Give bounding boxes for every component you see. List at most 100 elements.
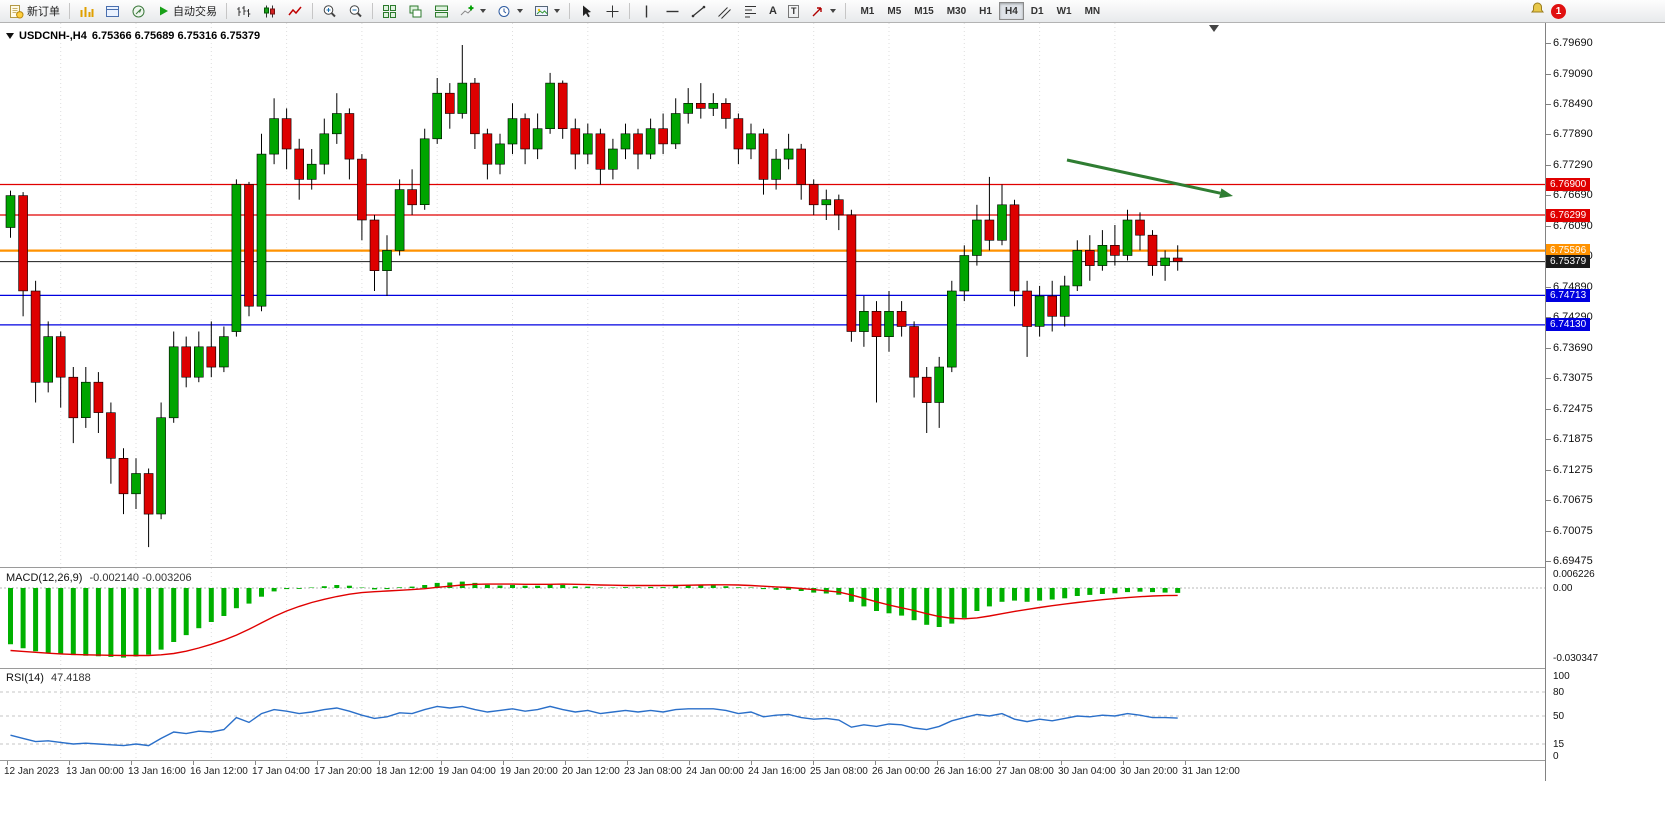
- zoom-in-button[interactable]: [317, 1, 342, 21]
- data-window-icon: [105, 4, 120, 19]
- templates-button[interactable]: [529, 1, 565, 21]
- time-axis-label: 20 Jan 12:00: [562, 761, 620, 777]
- tile-windows-icon: [382, 4, 397, 19]
- market-watch-icon: [79, 4, 94, 19]
- bar-chart-button[interactable]: [231, 1, 256, 21]
- arrange-windows-icon: [434, 4, 449, 19]
- timeframe-w1-button[interactable]: W1: [1051, 2, 1078, 20]
- price-axis[interactable]: 6.79690 6.79090 6.78490 6.77890 6.77290 6.766…: [1545, 23, 1665, 781]
- horizontal-line-tool-button[interactable]: [660, 1, 685, 21]
- fibonacci-tool-button[interactable]: [738, 1, 763, 21]
- timeframe-mn-button[interactable]: MN: [1079, 2, 1107, 20]
- vertical-line-tool-button[interactable]: [634, 1, 659, 21]
- timeframe-d1-button[interactable]: D1: [1025, 2, 1050, 20]
- new-order-button[interactable]: 新订单: [4, 1, 65, 21]
- chart-symbol-period: USDCNH-,H4: [19, 30, 87, 42]
- time-axis-label: 19 Jan 04:00: [438, 761, 496, 777]
- macd-canvas[interactable]: [0, 568, 1545, 668]
- arrow-object-icon: [810, 4, 825, 19]
- price-axis-label: 6.72475: [1546, 402, 1593, 415]
- time-axis-label: 23 Jan 08:00: [624, 761, 682, 777]
- candlestick-chart-button[interactable]: [257, 1, 282, 21]
- one-click-trading-toggle-icon[interactable]: [6, 33, 14, 39]
- cursor-icon: [579, 4, 594, 19]
- timeframe-group: M1 M5 M15 M30 H1 H4 D1 W1 MN: [854, 2, 1106, 20]
- toolbar-separator: [312, 3, 313, 19]
- horizontal-line-icon: [665, 4, 680, 19]
- rsi-axis-label: 100: [1553, 671, 1570, 682]
- autotrading-button[interactable]: 自动交易: [152, 1, 222, 21]
- trendline-tool-button[interactable]: [686, 1, 711, 21]
- arrange-windows-button[interactable]: [429, 1, 454, 21]
- time-axis-label: 31 Jan 12:00: [1182, 761, 1240, 777]
- fibonacci-icon: [743, 4, 758, 19]
- time-axis-label: 13 Jan 16:00: [128, 761, 186, 777]
- time-axis-label: 24 Jan 00:00: [686, 761, 744, 777]
- toolbar-separator: [372, 3, 373, 19]
- time-axis-label: 24 Jan 16:00: [748, 761, 806, 777]
- time-axis-label: 26 Jan 16:00: [934, 761, 992, 777]
- vertical-line-icon: [639, 4, 654, 19]
- price-axis-label: 6.77290: [1546, 158, 1593, 171]
- line-chart-icon: [288, 4, 303, 19]
- time-axis-label: 17 Jan 04:00: [252, 761, 310, 777]
- indicators-button[interactable]: [455, 1, 491, 21]
- channel-tool-button[interactable]: [712, 1, 737, 21]
- timeframe-m1-button[interactable]: M1: [854, 2, 880, 20]
- bar-chart-icon: [236, 4, 251, 19]
- chevron-down-icon: [554, 9, 560, 13]
- chart-shift-marker[interactable]: [1209, 25, 1219, 32]
- navigator-icon: [131, 4, 146, 19]
- rsi-axis-label: 80: [1553, 687, 1565, 698]
- macd-axis-label: -0.030347: [1553, 652, 1599, 664]
- crosshair-icon: [605, 4, 620, 19]
- price-badge: 6.75596: [1546, 244, 1591, 258]
- new-order-icon: [9, 4, 24, 19]
- crosshair-tool-button[interactable]: [600, 1, 625, 21]
- alerts-icon[interactable]: [1530, 1, 1545, 21]
- navigator-button[interactable]: [126, 1, 151, 21]
- timeframe-m5-button[interactable]: M5: [881, 2, 907, 20]
- toolbar-separator: [569, 3, 570, 19]
- timeframe-h1-button[interactable]: H1: [973, 2, 998, 20]
- arrows-tool-button[interactable]: [805, 1, 841, 21]
- timeframe-m30-button[interactable]: M30: [941, 2, 972, 20]
- cascade-windows-button[interactable]: [403, 1, 428, 21]
- candlestick-icon: [262, 4, 277, 19]
- notification-badge[interactable]: 1: [1551, 3, 1566, 19]
- price-axis-label: 6.71275: [1546, 463, 1593, 476]
- chart-window: USDCNH-,H4 6.75366 6.75689 6.75316 6.753…: [0, 23, 1665, 833]
- pane-separator[interactable]: [0, 567, 1665, 568]
- time-axis-label: 30 Jan 20:00: [1120, 761, 1178, 777]
- chart-ohlc-values: 6.75366 6.75689 6.75316 6.75379: [91, 30, 261, 42]
- time-axis[interactable]: 12 Jan 2023 13 Jan 00:00 13 Jan 16:00 16 Ja…: [0, 761, 1545, 781]
- pane-separator[interactable]: [0, 760, 1665, 761]
- price-axis-label: 6.78490: [1546, 97, 1593, 110]
- time-axis-label: 18 Jan 12:00: [376, 761, 434, 777]
- time-axis-label: 12 Jan 2023: [4, 761, 60, 777]
- price-badge: 6.74713: [1546, 288, 1591, 302]
- toolbar-separator: [629, 3, 630, 19]
- market-watch-button[interactable]: [74, 1, 99, 21]
- zoom-out-button[interactable]: [343, 1, 368, 21]
- macd-axis-label: 0.006226: [1553, 568, 1595, 580]
- rsi-axis-label: 0: [1553, 751, 1559, 762]
- pane-separator[interactable]: [0, 668, 1665, 669]
- tile-windows-button[interactable]: [377, 1, 402, 21]
- timeframe-h4-button[interactable]: H4: [998, 2, 1024, 20]
- rsi-canvas[interactable]: [0, 669, 1545, 760]
- periods-button[interactable]: [492, 1, 528, 21]
- cursor-tool-button[interactable]: [574, 1, 599, 21]
- time-axis-label: 19 Jan 20:00: [500, 761, 558, 777]
- line-chart-button[interactable]: [283, 1, 308, 21]
- timeframe-m15-button[interactable]: M15: [908, 2, 939, 20]
- label-tool-button[interactable]: T: [783, 1, 805, 21]
- price-axis-label: 6.76690: [1546, 189, 1593, 202]
- rsi-value: 47.4188: [50, 672, 91, 684]
- main-chart-canvas[interactable]: [0, 23, 1545, 567]
- data-window-button[interactable]: [100, 1, 125, 21]
- price-axis-label: 6.70075: [1546, 524, 1593, 537]
- zoom-in-icon: [322, 4, 337, 19]
- text-tool-button[interactable]: A: [764, 1, 782, 21]
- price-axis-label: 6.71875: [1546, 433, 1593, 446]
